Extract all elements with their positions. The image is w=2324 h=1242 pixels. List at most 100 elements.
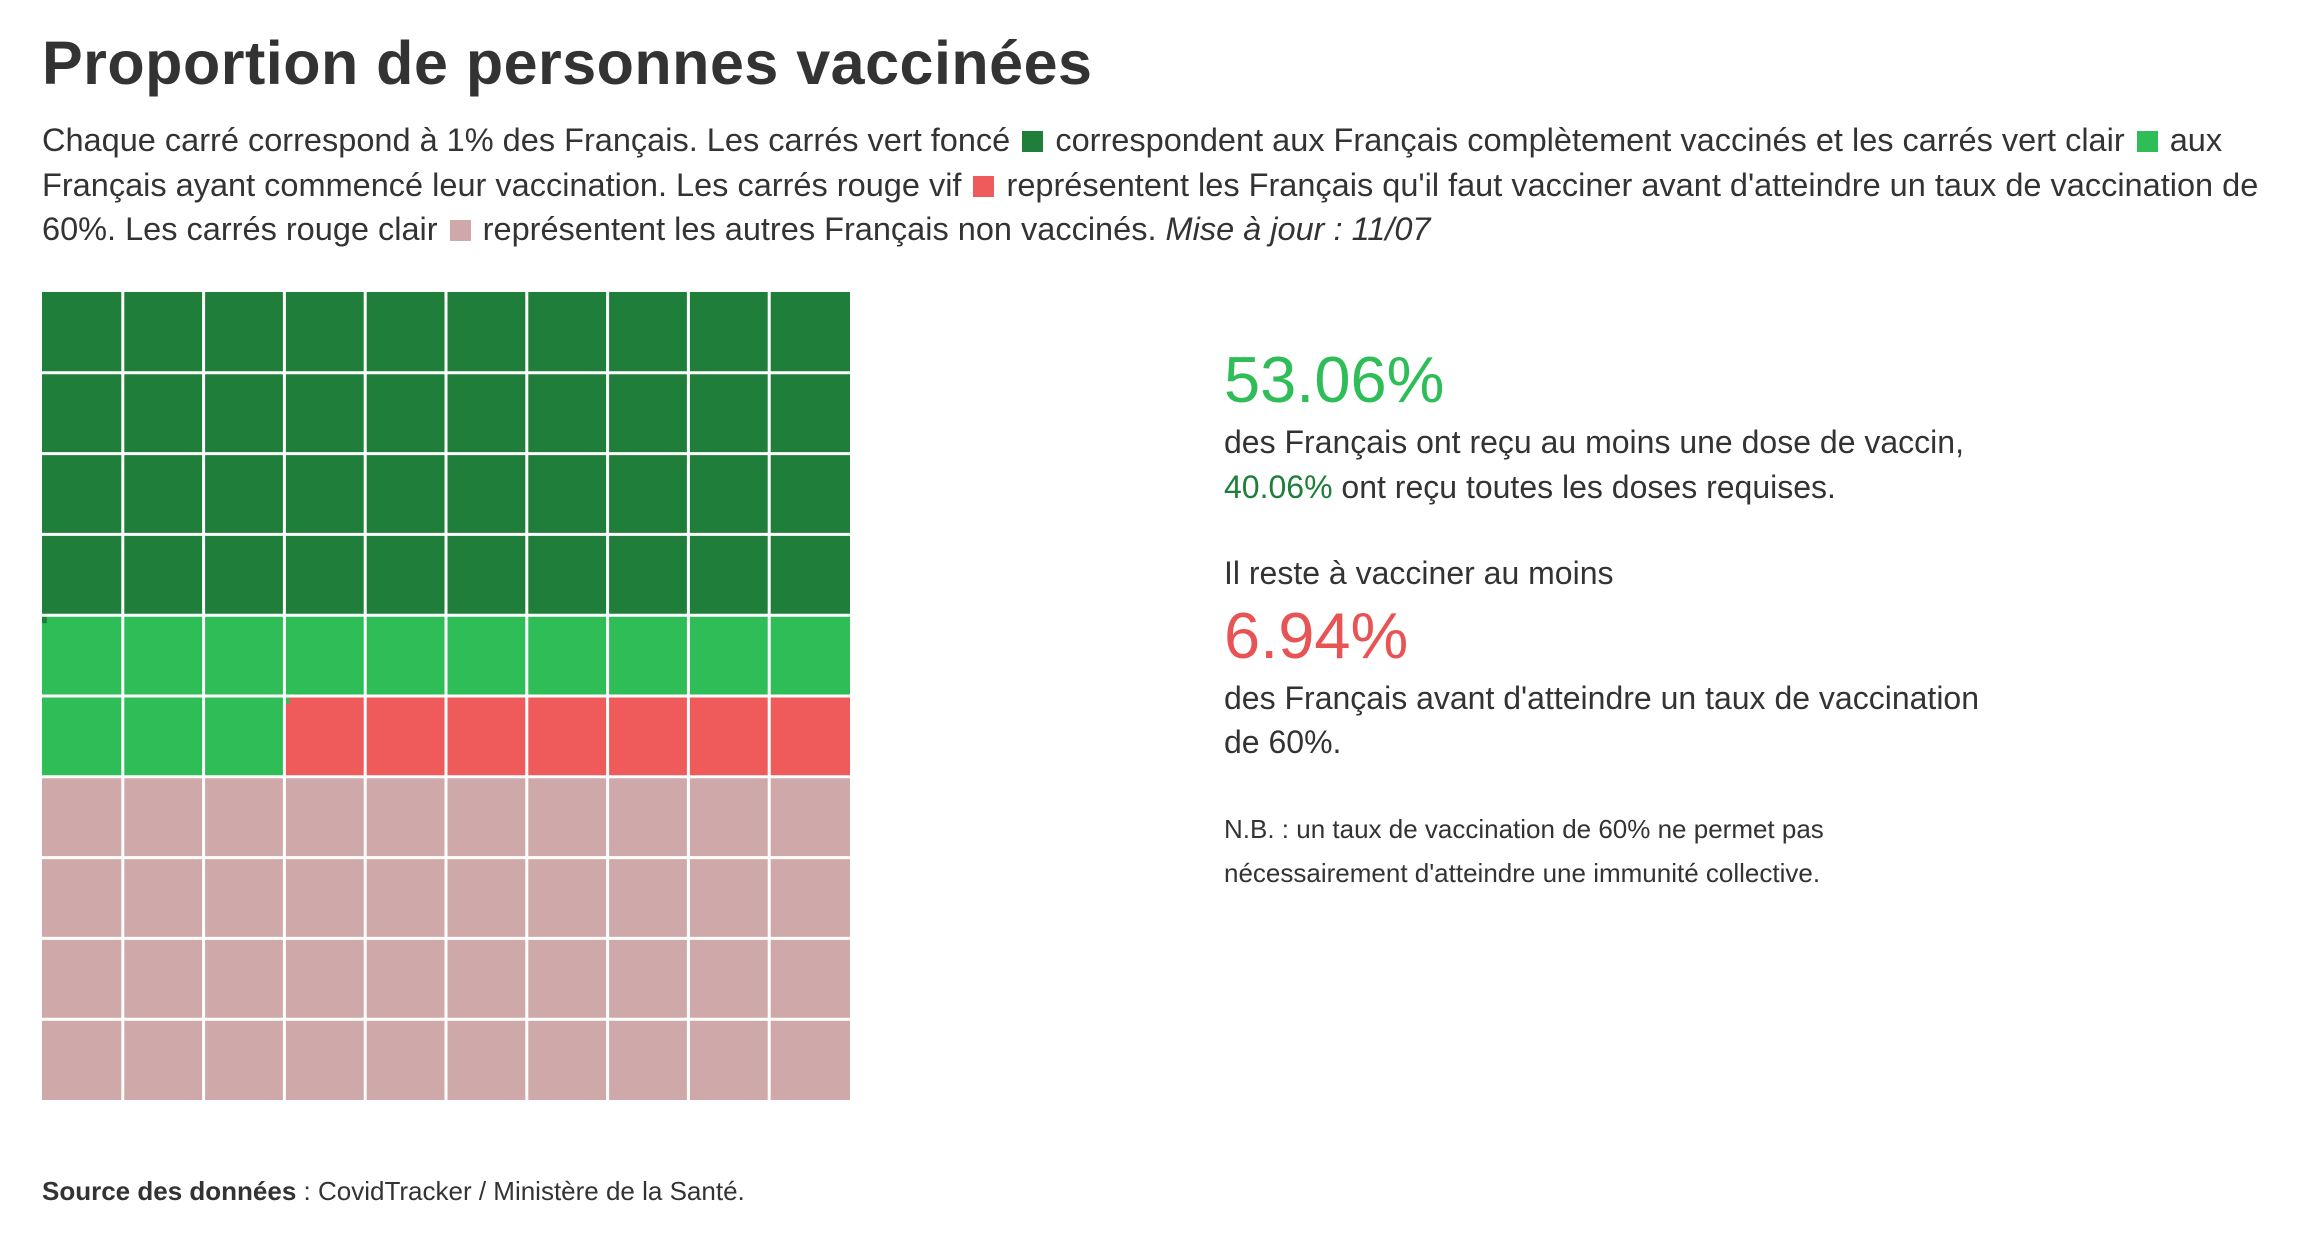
waffle-cell bbox=[526, 1019, 608, 1100]
waffle-cell bbox=[607, 534, 689, 616]
waffle-cell bbox=[446, 615, 527, 696]
waffle-cell bbox=[122, 938, 204, 1020]
waffle-cell bbox=[526, 696, 608, 777]
waffle-cell bbox=[688, 857, 770, 939]
waffle-cell bbox=[203, 372, 285, 454]
waffle-cell-partial bbox=[284, 696, 290, 704]
waffle-cell bbox=[526, 615, 608, 696]
waffle-cell bbox=[769, 534, 850, 616]
waffle-cell bbox=[607, 615, 689, 696]
waffle-cell bbox=[607, 857, 689, 939]
waffle-cell bbox=[769, 453, 850, 535]
waffle-cell bbox=[688, 292, 770, 373]
waffle-cell bbox=[203, 1019, 285, 1100]
waffle-cell bbox=[122, 776, 204, 858]
waffle-cell bbox=[284, 938, 366, 1020]
data-source: Source des données : CovidTracker / Mini… bbox=[42, 1176, 745, 1207]
description-part-3: aux Français ayant commencé leur vaccina… bbox=[42, 122, 2223, 203]
waffle-cell bbox=[122, 1019, 204, 1100]
waffle-cell bbox=[607, 372, 689, 454]
waffle-cell bbox=[203, 857, 285, 939]
source-label: Source des données bbox=[42, 1176, 297, 1206]
stats-panel: 53.06% des Français ont reçu au moins un… bbox=[1224, 340, 1984, 895]
bright-red-square-icon bbox=[973, 175, 995, 197]
waffle-cell bbox=[769, 776, 850, 858]
waffle-cell bbox=[122, 615, 204, 696]
waffle-cell bbox=[446, 372, 527, 454]
waffle-cell bbox=[42, 776, 123, 858]
waffle-cell bbox=[122, 696, 204, 777]
waffle-cell bbox=[688, 615, 770, 696]
waffle-cell bbox=[446, 857, 527, 939]
waffle-cell bbox=[203, 776, 285, 858]
dose-text-2: ont reçu toutes les doses requises. bbox=[1341, 468, 1836, 505]
waffle-cell bbox=[42, 696, 123, 777]
waffle-cell bbox=[526, 776, 608, 858]
waffle-cell bbox=[446, 453, 527, 535]
waffle-cell bbox=[688, 453, 770, 535]
waffle-cell bbox=[365, 696, 446, 777]
waffle-cell bbox=[42, 372, 123, 454]
waffle-cell bbox=[203, 453, 285, 535]
waffle-cell bbox=[203, 292, 285, 373]
waffle-cell bbox=[607, 776, 689, 858]
waffle-cell-partial bbox=[42, 615, 47, 624]
waffle-cell bbox=[769, 1019, 850, 1100]
waffle-cell bbox=[769, 857, 850, 939]
waffle-cell bbox=[769, 372, 850, 454]
chart-title: Proportion de personnes vaccinées bbox=[42, 29, 1093, 97]
waffle-cell bbox=[688, 696, 770, 777]
waffle-cell bbox=[688, 534, 770, 616]
waffle-cell bbox=[365, 372, 446, 454]
waffle-cell bbox=[42, 615, 123, 696]
waffle-cell bbox=[284, 292, 366, 373]
waffle-cell bbox=[769, 292, 850, 373]
description-part-5: représentent les autres Français non vac… bbox=[482, 211, 1157, 247]
waffle-cell bbox=[607, 453, 689, 535]
update-date: Mise à jour : 11/07 bbox=[1165, 211, 1431, 247]
waffle-cell bbox=[769, 615, 850, 696]
waffle-cell bbox=[607, 938, 689, 1020]
waffle-cell bbox=[365, 776, 446, 858]
waffle-cell bbox=[688, 938, 770, 1020]
waffle-cell bbox=[365, 938, 446, 1020]
waffle-cell bbox=[446, 776, 527, 858]
footnote: N.B. : un taux de vaccination de 60% ne … bbox=[1224, 813, 1824, 888]
waffle-cell bbox=[203, 534, 285, 616]
waffle-cell bbox=[42, 857, 123, 939]
waffle-cell bbox=[365, 292, 446, 373]
waffle-cell bbox=[203, 696, 285, 777]
waffle-cell bbox=[284, 534, 366, 616]
waffle-cell bbox=[769, 696, 850, 777]
waffle-chart bbox=[42, 292, 850, 1100]
description-part-2: correspondent aux Français complètement … bbox=[1055, 122, 2125, 158]
waffle-cell bbox=[42, 938, 123, 1020]
waffle-cell bbox=[42, 534, 123, 616]
waffle-cell bbox=[365, 615, 446, 696]
waffle-cell bbox=[446, 938, 527, 1020]
waffle-cell bbox=[769, 938, 850, 1020]
waffle-cell bbox=[284, 1019, 366, 1100]
dose-text-1: des Français ont reçu au moins une dose … bbox=[1224, 424, 1964, 460]
dark-green-square-icon bbox=[1022, 131, 1044, 152]
waffle-cell bbox=[122, 453, 204, 535]
waffle-cell bbox=[284, 453, 366, 535]
waffle-cell bbox=[365, 1019, 446, 1100]
waffle-cell bbox=[365, 857, 446, 939]
waffle-cell bbox=[688, 776, 770, 858]
waffle-cell bbox=[122, 857, 204, 939]
description-part-4: représentent les Français qu'il faut vac… bbox=[42, 166, 2259, 248]
waffle-cell bbox=[688, 372, 770, 454]
waffle-cell bbox=[122, 534, 204, 616]
waffle-cell bbox=[526, 292, 608, 373]
waffle-cell bbox=[526, 857, 608, 939]
waffle-cell bbox=[42, 1019, 123, 1100]
waffle-cell bbox=[446, 292, 527, 373]
waffle-cell bbox=[284, 776, 366, 858]
at-least-one-dose-value: 53.06% bbox=[1224, 343, 1445, 416]
light-red-square-icon bbox=[449, 220, 471, 241]
remaining-value: 6.94% bbox=[1224, 598, 1409, 672]
waffle-cell bbox=[607, 1019, 689, 1100]
waffle-cell bbox=[122, 372, 204, 454]
fully-vaccinated-value: 40.06% bbox=[1224, 468, 1333, 505]
